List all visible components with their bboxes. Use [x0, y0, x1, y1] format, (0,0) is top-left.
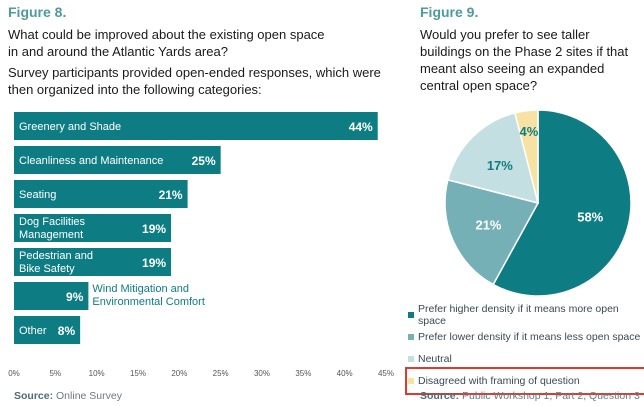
- x-tick-label: 0%: [8, 369, 20, 378]
- value-label: 8%: [58, 324, 76, 338]
- legend-label: Prefer lower density if it means less op…: [418, 331, 641, 343]
- value-label: 21%: [159, 188, 183, 202]
- x-tick-label: 30%: [254, 369, 270, 378]
- x-tick-label: 15%: [130, 369, 146, 378]
- bar: [14, 180, 188, 208]
- bar: [14, 146, 221, 174]
- legend-item-disagreed: Disagreed with framing of question: [405, 367, 644, 395]
- bar: [14, 316, 81, 344]
- value-label: 44%: [349, 120, 373, 134]
- category-label: Seating: [19, 189, 56, 201]
- legend-label: Neutral: [418, 353, 452, 365]
- bar: [14, 248, 172, 276]
- pie-slice: [447, 112, 540, 205]
- category-label: Other: [19, 325, 47, 337]
- pie-legend: Prefer higher density if it means more o…: [405, 303, 644, 395]
- category-label: Cleanliness and Maintenance: [19, 155, 163, 167]
- pie-slice: [492, 110, 632, 297]
- bar: [14, 282, 89, 310]
- pie-slice: [513, 110, 539, 204]
- x-tick-label: 5%: [50, 369, 62, 378]
- category-label: Greenery and Shade: [19, 121, 121, 133]
- figure-8-label: Figure 8.: [8, 4, 67, 20]
- figure-9-source: Source: Public Workshop 1, Part 2, Quest…: [420, 390, 640, 402]
- bar: [14, 112, 378, 140]
- legend-swatch: [408, 378, 414, 384]
- category-label: Dog Facilities Management: [19, 216, 86, 241]
- source-label: Source:: [420, 390, 460, 402]
- bar-chart: Greenery and Shade 44% Cleanliness and Mai…: [8, 112, 394, 378]
- x-tick-label: 45%: [378, 369, 394, 378]
- category-label: Pedestrian and Bike Safety: [19, 250, 93, 275]
- figure-8-source: Source: Online Survey: [14, 390, 122, 402]
- source-label: Source:: [14, 390, 54, 402]
- legend-label: Prefer higher density if it means more o…: [418, 303, 619, 327]
- value-label: 9%: [66, 290, 84, 304]
- value-label: 19%: [142, 222, 166, 236]
- slice-label: 4%: [520, 124, 539, 139]
- value-label: 25%: [192, 154, 216, 168]
- figure-8-question: What could be improved about the existin…: [8, 27, 325, 59]
- legend-label: Disagreed with framing of question: [418, 375, 580, 387]
- slice-label: 17%: [487, 158, 513, 173]
- legend-swatch: [408, 334, 414, 340]
- value-label: 19%: [142, 256, 166, 270]
- source-text: Public Workshop 1, Part 2, Question 3: [462, 390, 640, 402]
- figure-9-label: Figure 9.: [420, 4, 479, 20]
- slice-label: 21%: [475, 217, 501, 232]
- legend-item-neutral: Neutral: [408, 348, 644, 370]
- x-tick-label: 40%: [337, 369, 353, 378]
- pie-slice: [444, 178, 540, 286]
- figure-9-question: Would you prefer to see taller buildings…: [420, 27, 629, 93]
- source-text: Online Survey: [56, 390, 122, 402]
- legend-swatch: [408, 356, 414, 362]
- slice-label: 58%: [577, 209, 603, 224]
- legend-item-higher-density: Prefer higher density if it means more o…: [408, 303, 644, 327]
- x-tick-label: 35%: [295, 369, 311, 378]
- x-tick-label: 25%: [213, 369, 229, 378]
- legend-swatch: [408, 312, 414, 318]
- x-tick-label: 10%: [89, 369, 105, 378]
- figure-8-subtitle: Survey participants provided open-ended …: [8, 65, 381, 97]
- bar: [14, 214, 172, 242]
- x-tick-label: 20%: [171, 369, 187, 378]
- pie-chart: 58% 21% 17% 4%: [444, 110, 632, 297]
- category-label: Wind Mitigation and Environmental Comfort: [92, 283, 204, 308]
- legend-item-lower-density: Prefer lower density if it means less op…: [408, 326, 644, 348]
